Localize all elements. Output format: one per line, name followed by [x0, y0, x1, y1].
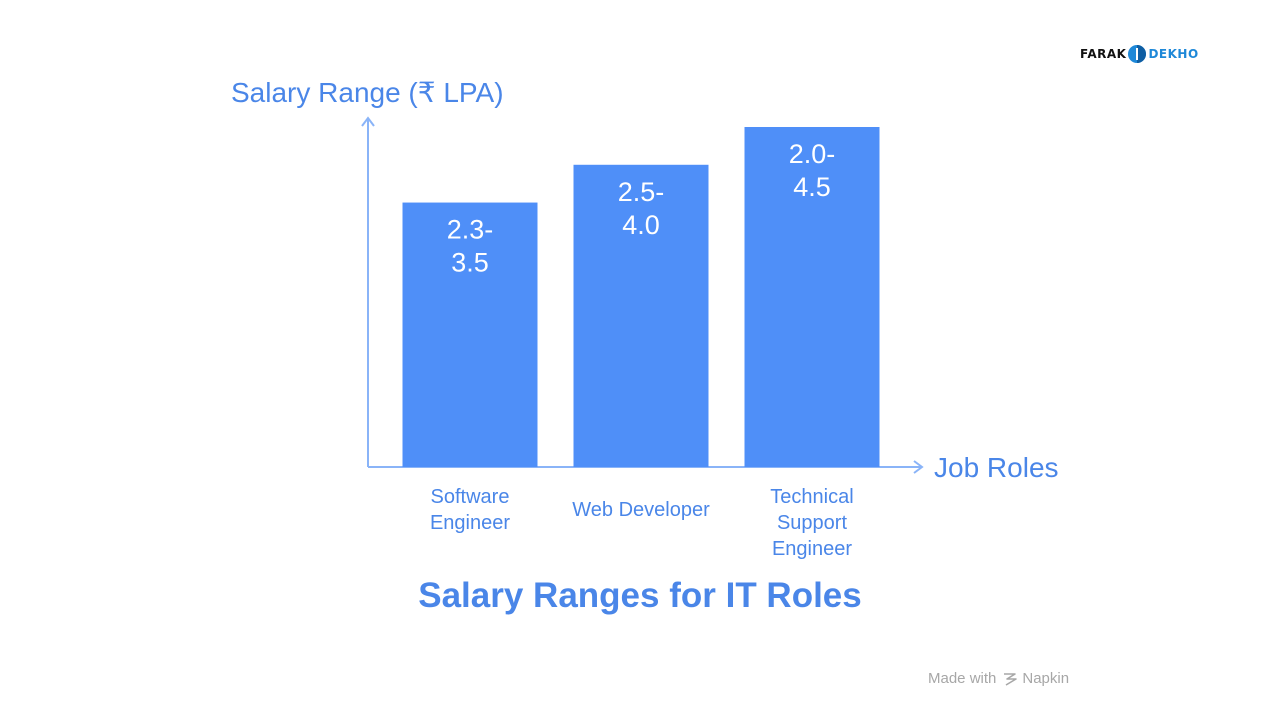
- bar-value-label: 4.5: [793, 172, 831, 202]
- napkin-logo-icon: [1004, 672, 1018, 686]
- bar-value-label: 4.0: [622, 210, 660, 240]
- x-tick-label: Technical: [770, 486, 853, 508]
- x-tick-label: Web Developer: [572, 499, 710, 521]
- napkin-label: Napkin: [1022, 670, 1070, 687]
- made-with-credit: Made with Napkin: [928, 670, 1069, 687]
- bar-value-label: 2.3-: [447, 215, 494, 245]
- y-axis-label: Salary Range (₹ LPA): [231, 77, 504, 108]
- made-with-label: Made with: [928, 670, 997, 687]
- x-tick-label: Software: [431, 486, 510, 508]
- x-tick-label: Engineer: [772, 538, 852, 560]
- y-axis-arrow-icon: [361, 116, 375, 127]
- brand-logo: FARAK DEKHO: [1080, 44, 1199, 64]
- brand-name-part1: FARAK: [1080, 47, 1127, 61]
- x-axis-label: Job Roles: [934, 452, 1059, 483]
- brand-name-part2: DEKHO: [1148, 47, 1199, 61]
- bar: [744, 127, 880, 467]
- x-tick-label: Support: [777, 512, 847, 534]
- bar-value-label: 2.5-: [618, 177, 665, 207]
- bar-value-label: 3.5: [451, 248, 489, 278]
- bar: [402, 202, 538, 468]
- bar: [573, 164, 709, 467]
- brand-mark-icon: [1128, 45, 1147, 63]
- chart-title: Salary Ranges for IT Roles: [418, 576, 861, 615]
- x-axis-arrow-icon: [913, 460, 924, 474]
- bar-value-label: 2.0-: [789, 139, 836, 169]
- x-tick-label: Engineer: [430, 512, 510, 534]
